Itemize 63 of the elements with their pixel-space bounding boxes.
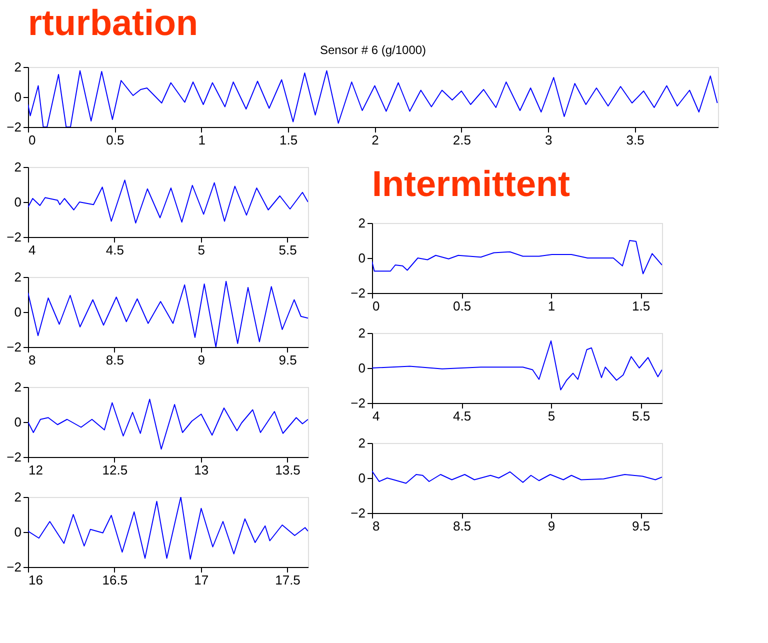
x-tick-label: 8.5: [452, 518, 472, 534]
text: Intermittent: [372, 163, 570, 204]
line-series: [28, 497, 308, 560]
x-tick-label: 4: [372, 408, 380, 424]
x-tick-label: 9: [548, 518, 556, 534]
x-tick-label: 16: [28, 572, 43, 588]
x-tick-label: 9: [198, 352, 205, 368]
y-tick-label: −2: [350, 396, 366, 410]
x-tick-label: 3: [544, 132, 552, 148]
x-tick-label: 16.5: [102, 572, 128, 588]
x-tick-label: 12.5: [102, 462, 128, 478]
x-tick-label: 2: [372, 132, 379, 148]
x-tick-label: 4.5: [452, 408, 472, 424]
x-tick-label: 2.5: [452, 132, 471, 148]
x-tick-label: 5.5: [278, 242, 297, 258]
y-tick-label: 2: [14, 160, 22, 174]
x-tick-label: 3.5: [626, 132, 644, 148]
x-tick-label: 1.5: [280, 132, 298, 148]
line-series: [28, 398, 308, 450]
y-tick-label: −2: [6, 450, 22, 464]
y-tick-label: 0: [14, 90, 22, 104]
x-tick-label: 12: [28, 462, 43, 478]
y-tick-label: −2: [6, 120, 22, 134]
chart-title: Sensor # 6 (g/1000): [320, 43, 426, 57]
y-tick-label: −2: [6, 230, 22, 244]
x-tick-label: 5: [198, 242, 205, 258]
line-series: [372, 240, 662, 274]
x-tick-label: 8: [28, 352, 36, 368]
x-tick-label: 13.5: [275, 462, 300, 478]
y-tick-label: −2: [350, 286, 366, 300]
y-tick-label: −2: [350, 506, 366, 520]
y-tick-label: 2: [14, 60, 22, 74]
x-tick-label: 5: [548, 408, 556, 424]
x-tick-label: 17: [194, 572, 209, 588]
x-tick-label: 9.5: [278, 352, 297, 368]
y-tick-label: 2: [14, 380, 22, 394]
line-series: [372, 470, 662, 484]
x-tick-label: 17.5: [275, 572, 300, 588]
x-tick-label: 4.5: [106, 242, 124, 258]
x-tick-label: 5.5: [632, 408, 650, 424]
x-tick-label: 0.5: [452, 298, 472, 314]
x-tick-label: 1: [548, 298, 556, 314]
y-tick-label: 0: [14, 194, 22, 210]
line-series: [28, 180, 308, 224]
x-tick-label: 0.5: [106, 132, 124, 148]
x-tick-label: 0: [28, 132, 36, 148]
x-tick-label: 8: [372, 518, 380, 534]
line-series: [372, 340, 662, 390]
y-tick-label: −2: [6, 560, 22, 574]
y-tick-label: 2: [14, 490, 22, 504]
x-tick-label: 9.5: [632, 518, 650, 534]
x-tick-label: 4: [28, 242, 36, 258]
y-tick-label: 2: [358, 326, 366, 340]
y-tick-label: −2: [6, 340, 22, 354]
y-tick-label: 2: [14, 270, 22, 284]
x-tick-label: 8.5: [106, 352, 124, 368]
x-tick-label: 0: [372, 298, 380, 314]
x-tick-label: 13: [194, 462, 209, 478]
x-tick-label: 1.5: [632, 298, 650, 314]
x-tick-label: 1: [198, 132, 206, 148]
y-tick-label: 2: [358, 216, 366, 230]
y-tick-label: 2: [358, 436, 366, 450]
text: rturbation: [28, 2, 198, 43]
